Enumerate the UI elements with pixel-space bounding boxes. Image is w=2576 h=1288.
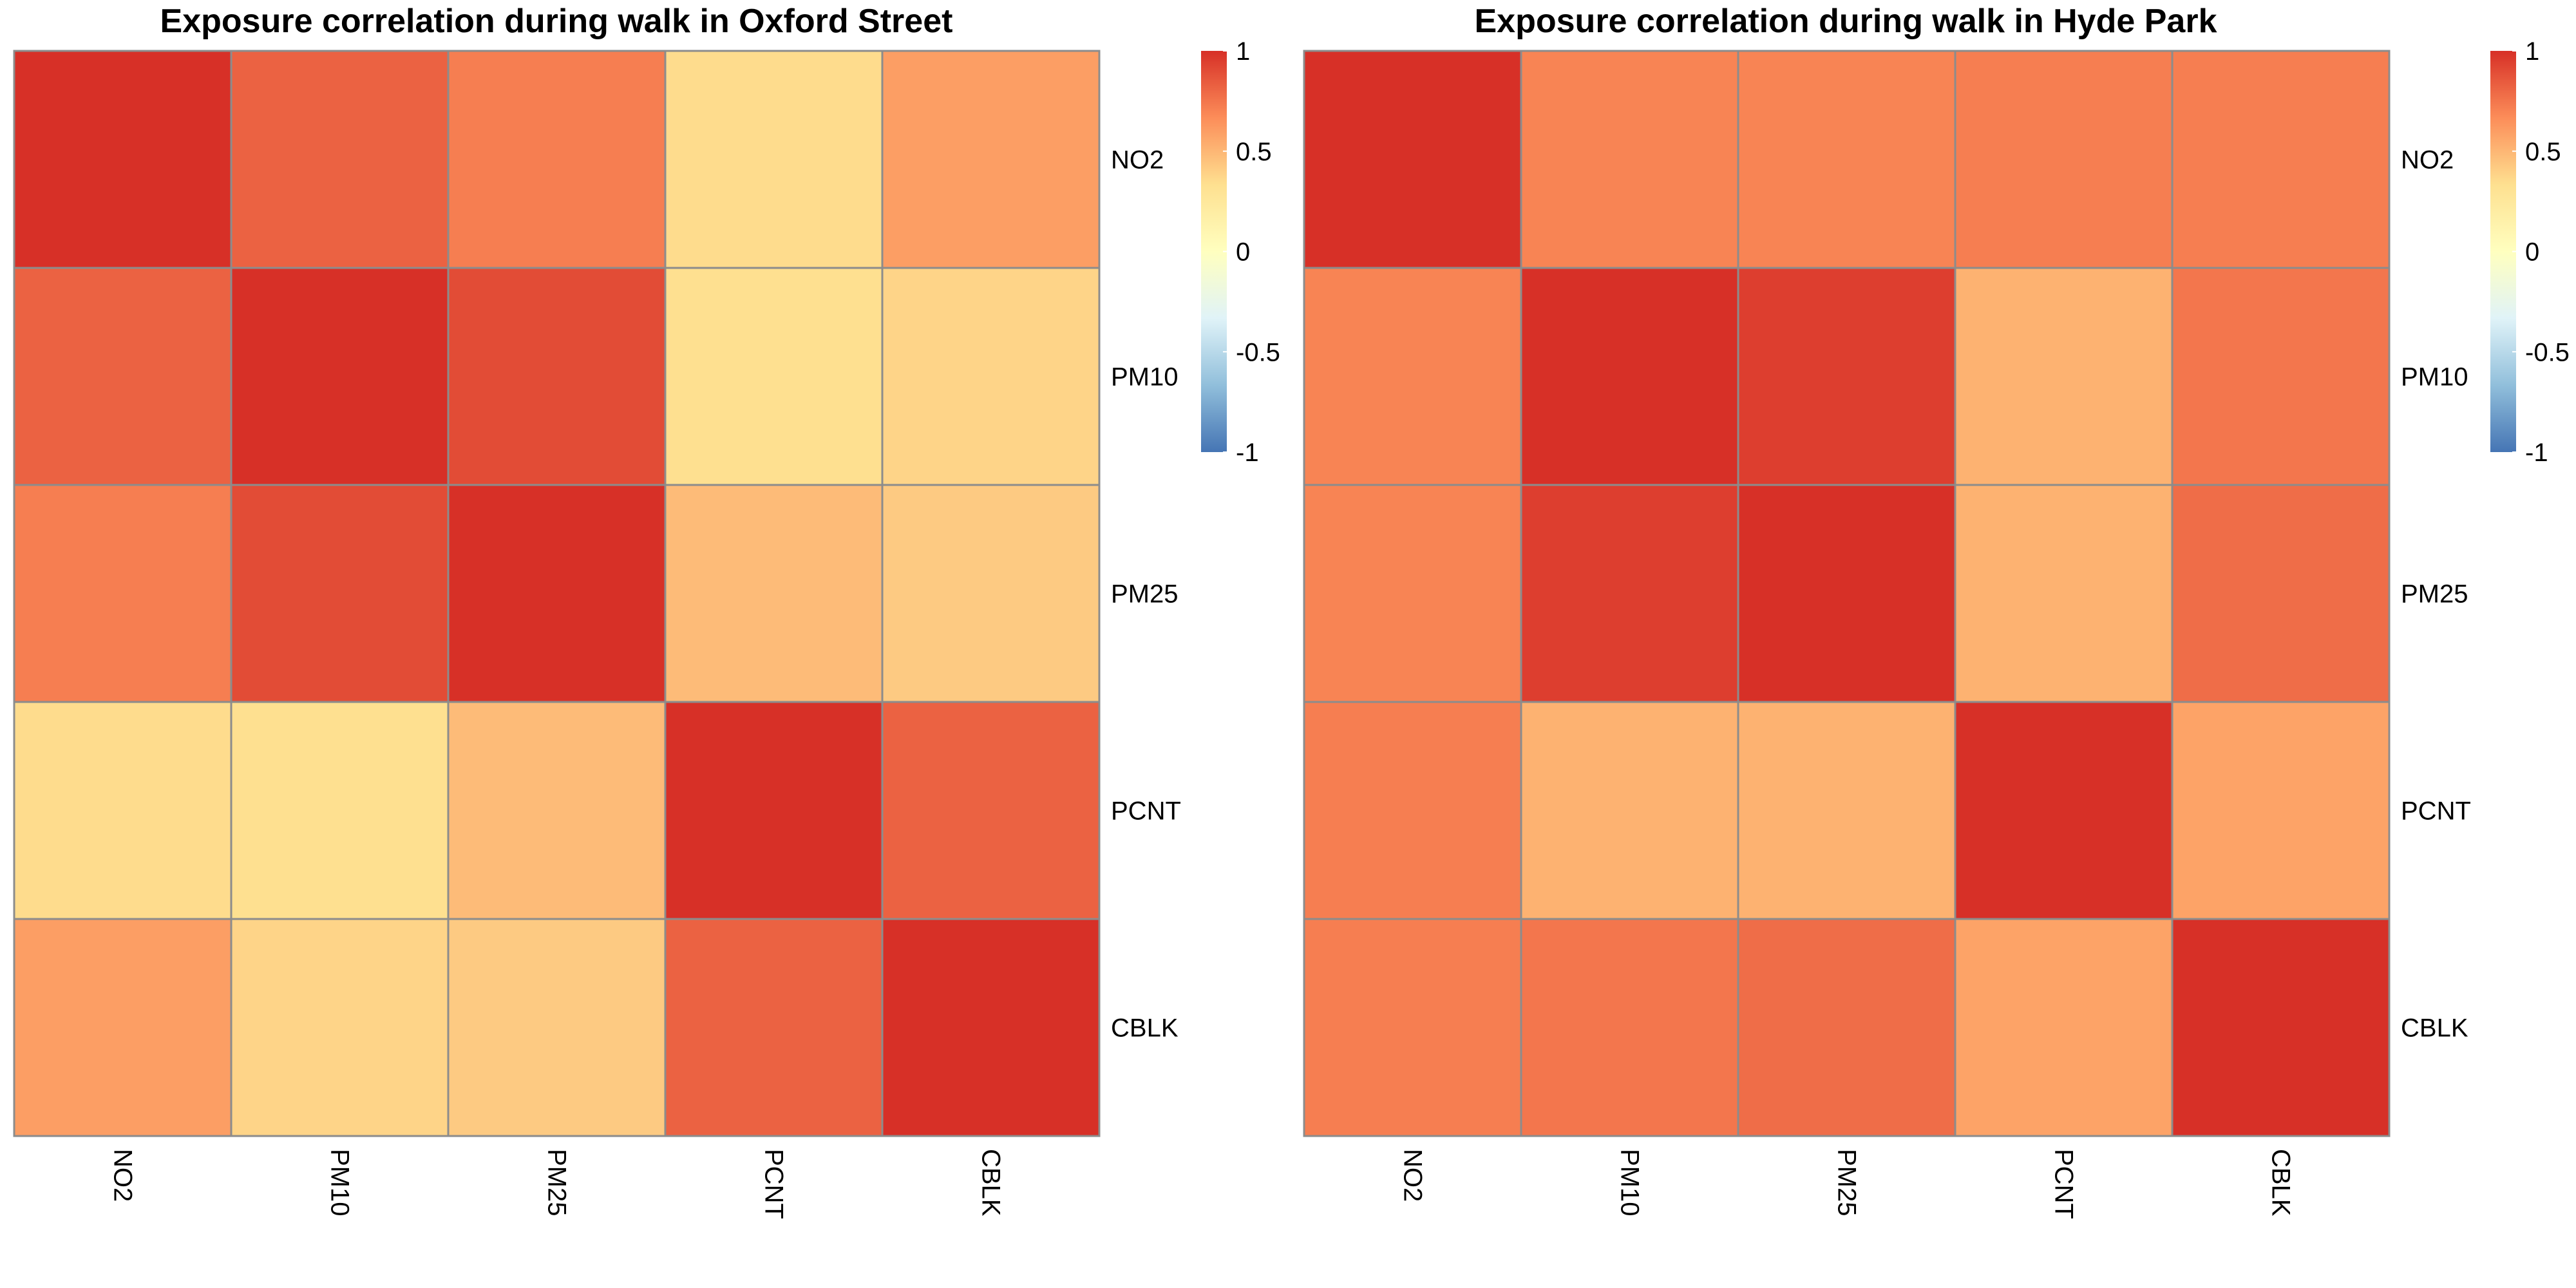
heatmap-cell [1954,918,2174,1137]
heatmap-cell [2171,918,2391,1137]
heatmap-cell [881,50,1101,269]
heatmap-cell [447,50,667,269]
heatmap-cell [1520,918,1739,1137]
heatmap-cell [2171,701,2391,920]
row-label: PCNT [2401,797,2471,826]
legend-tick-label: -0.5 [1236,338,1280,366]
row-label: NO2 [2401,146,2454,175]
heatmap-cell [664,918,884,1137]
row-label: PM10 [2401,363,2468,392]
legend-tick-label: 1 [1236,37,1250,66]
heatmap-cell [1737,50,1956,269]
heatmap-cell [1954,50,2174,269]
legend-tick-label: 1 [2525,37,2539,66]
heatmap-cell [664,267,884,486]
heatmap-cell [1303,50,1522,269]
heatmap-cell [881,701,1101,920]
heatmap-cell [664,701,884,920]
heatmap-cell [1954,484,2174,703]
heatmap-cell [664,484,884,703]
column-label: NO2 [109,1149,137,1202]
heatmap-cell [1954,701,2174,920]
column-label: CBLK [977,1149,1005,1217]
heatmap-cell [2171,484,2391,703]
color-legend-bar [1201,51,1227,452]
heatmap-cell [230,484,450,703]
heatmap-cell [881,267,1101,486]
heatmap-cell [230,50,450,269]
heatmap-cell [13,50,232,269]
column-label: PM25 [543,1149,571,1217]
heatmap-cell [447,484,667,703]
heatmap-cell [13,484,232,703]
row-label: CBLK [1111,1014,1179,1043]
heatmap-cell [1520,701,1739,920]
heatmap-cell [1520,484,1739,703]
heatmap-cell [881,484,1101,703]
heatmap-cell [2171,50,2391,269]
column-label: PM10 [326,1149,354,1217]
row-label: PM25 [1111,580,1179,609]
column-label: PCNT [2050,1149,2078,1219]
row-label: PCNT [1111,797,1181,826]
legend-tick-label: 0.5 [1236,138,1272,166]
row-label: CBLK [2401,1014,2468,1043]
heatmap-cell [13,918,232,1137]
column-label: PM10 [1616,1149,1644,1217]
heatmap-cell [230,918,450,1137]
heatmap-cell [447,918,667,1137]
column-label: PCNT [760,1149,788,1219]
legend-tick-label: -0.5 [2525,338,2570,366]
legend-tick-label: 0.5 [2525,138,2561,166]
panel-title: Exposure correlation during walk in Hyde… [1475,3,2217,40]
heatmap-panel-1: Exposure correlation during walk in Oxfo… [13,3,1280,1219]
row-label: NO2 [1111,146,1164,175]
heatmap-cell [1303,267,1522,486]
heatmap-cell [1737,484,1956,703]
column-label: PM25 [1833,1149,1861,1217]
heatmap-cell [13,267,232,486]
heatmap-cell [1954,267,2174,486]
heatmap-cell [1520,267,1739,486]
row-label: PM25 [2401,580,2468,609]
heatmap-cell [13,701,232,920]
panel-title: Exposure correlation during walk in Oxfo… [160,3,953,40]
heatmap-panel-2: Exposure correlation during walk in Hyde… [1303,3,2570,1219]
row-label: PM10 [1111,363,1179,392]
color-legend-bar [2490,51,2516,452]
heatmap-cell [230,701,450,920]
heatmap-cell [1737,267,1956,486]
heatmap-cell [447,701,667,920]
heatmap-cell [2171,267,2391,486]
heatmap-cell [1737,918,1956,1137]
heatmap-cell [1303,918,1522,1137]
heatmap-cell [1303,701,1522,920]
legend-tick-label: -1 [2525,439,2548,467]
heatmap-cell [881,918,1101,1137]
heatmap-cell [447,267,667,486]
heatmap-cell [664,50,884,269]
heatmap-cell [1303,484,1522,703]
column-label: CBLK [2267,1149,2295,1217]
heatmap-cell [1520,50,1739,269]
legend-tick-label: -1 [1236,439,1259,467]
legend-tick-label: 0 [1236,238,1250,267]
legend-tick-label: 0 [2525,238,2539,267]
heatmap-cell [230,267,450,486]
column-label: NO2 [1399,1149,1427,1202]
heatmap-cell [1737,701,1956,920]
